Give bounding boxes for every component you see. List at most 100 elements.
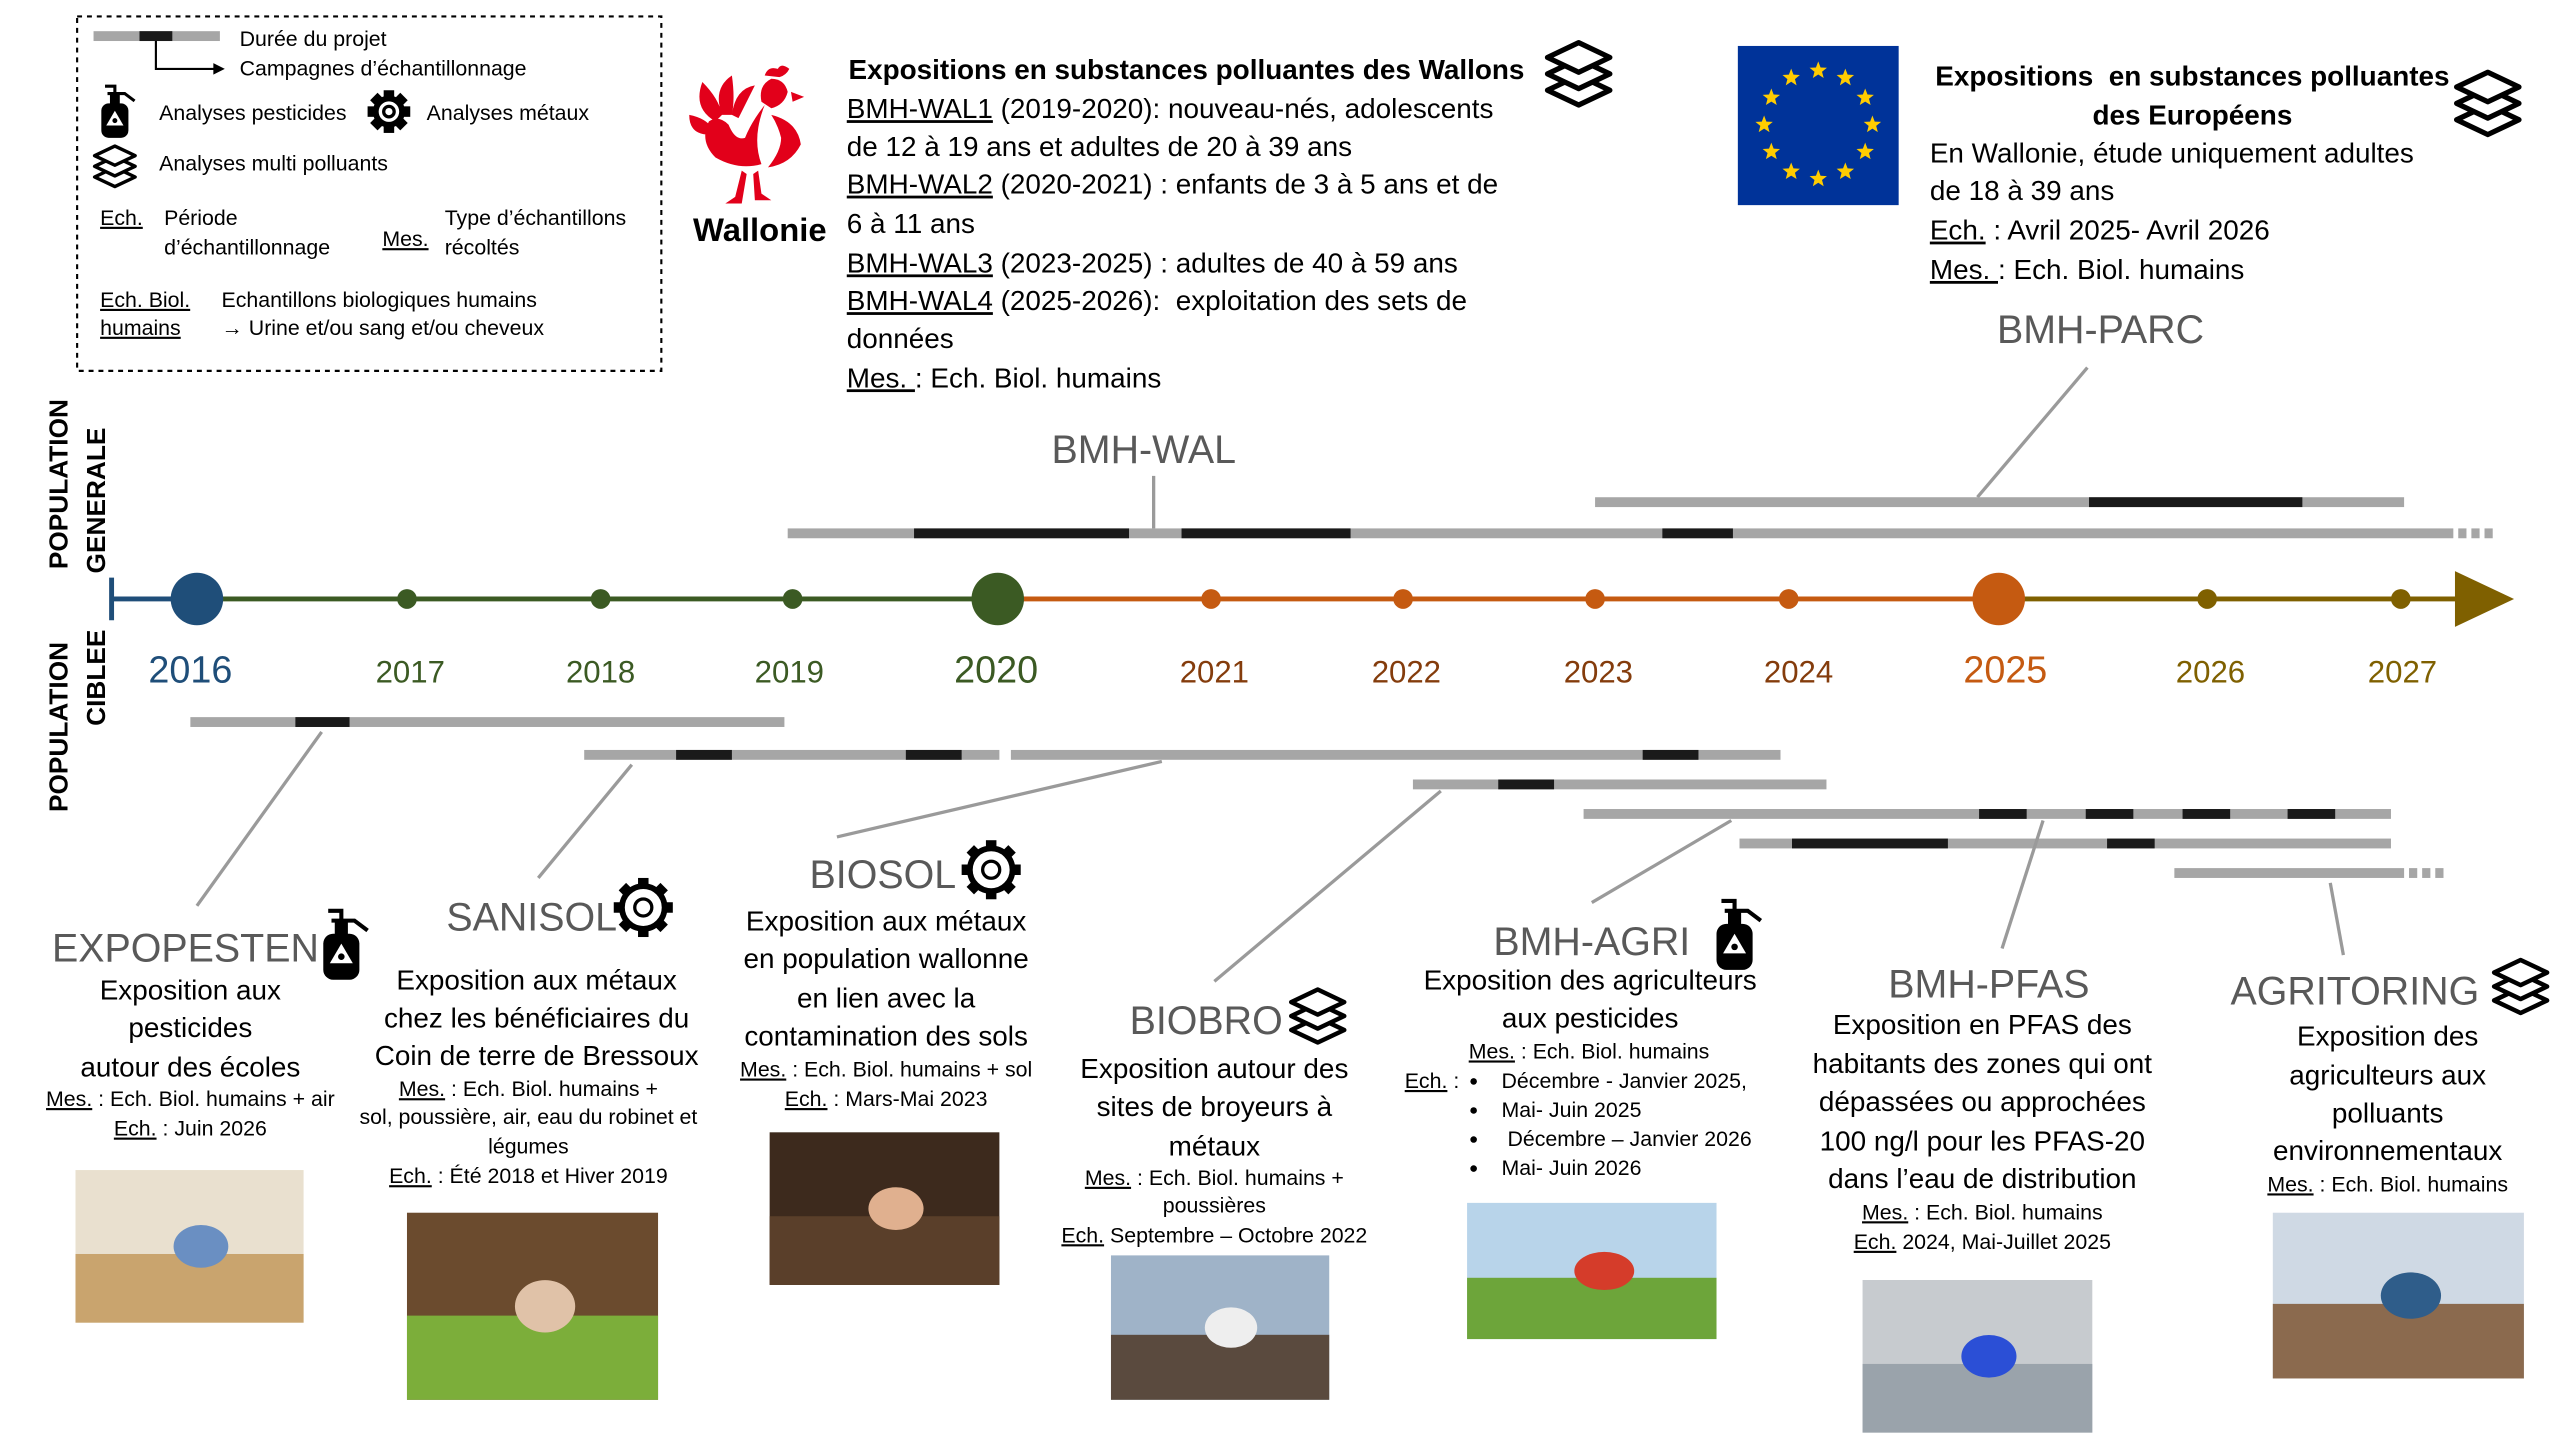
- project-duration-bar: [787, 528, 2454, 539]
- sampling-campaign-bar: [2182, 809, 2231, 819]
- study-description: Coin de terre de Bressoux: [375, 1040, 699, 1071]
- photo-soil: [769, 1132, 1000, 1285]
- label: Analyses métaux: [427, 101, 590, 125]
- sprayer-label: [329, 943, 353, 964]
- study-description: dépassées ou approchées: [1819, 1086, 2146, 1117]
- program-label: BMH-WAL: [1052, 428, 1236, 472]
- study-detail: Mes. : Ech. Biol. humains + sol: [740, 1058, 1032, 1082]
- photo-field: [1467, 1202, 1717, 1340]
- study-name: BMH-PFAS: [1888, 963, 2089, 1007]
- year-label: 2021: [1180, 655, 1249, 690]
- legend-arrow: [154, 41, 217, 70]
- study-detail: Décembre – Janvier 2026: [1502, 1127, 1752, 1151]
- year-label: 2026: [2176, 655, 2245, 690]
- pesticide-icon: [323, 908, 369, 980]
- label: récoltés: [445, 235, 520, 259]
- connector-line: [1590, 819, 1733, 904]
- underlined-text: Ech.: [1405, 1069, 1448, 1093]
- photo-subject: [1204, 1307, 1258, 1348]
- text: : Avril 2025- Avril 2026: [1986, 215, 2270, 246]
- study-detail: Ech. : Mars-Mai 2023: [785, 1087, 988, 1111]
- connector-line: [2000, 820, 2045, 950]
- photo-subject: [1574, 1251, 1635, 1291]
- underlined-text: Mes.: [740, 1058, 786, 1082]
- sampling-campaign-bar: [2287, 809, 2336, 819]
- rooster-body: [705, 105, 765, 167]
- text: : Ech. Biol. humains +: [445, 1077, 658, 1101]
- text: données: [847, 323, 954, 354]
- rooster-head: [760, 78, 788, 109]
- study-description: agriculteurs aux: [2289, 1060, 2486, 1091]
- underlined-text: Mes.: [399, 1077, 445, 1101]
- study-description: Exposition aux: [100, 974, 281, 1005]
- sprayer-handle: [105, 84, 136, 103]
- legend-box: [76, 15, 663, 372]
- continuation-dash: [2484, 528, 2493, 539]
- underlined-text: Mes.: [1930, 254, 1998, 285]
- underlined-text: Mes.: [1085, 1166, 1131, 1190]
- study-name: BMH-AGRI: [1493, 920, 1690, 964]
- rooster-tail: [689, 75, 755, 135]
- eu-star: [1836, 68, 1855, 86]
- study-description: métaux: [1169, 1130, 1260, 1161]
- eu-star: [1762, 88, 1781, 106]
- label: Type d’échantillons: [445, 206, 626, 230]
- label: Durée du projet: [240, 27, 387, 51]
- study-name: AGRITORING: [2231, 969, 2480, 1013]
- text-line: BMH-WAL3 (2023-2025) : adultes de 40 à 5…: [847, 247, 1458, 278]
- gear-ring: [372, 95, 405, 128]
- sampling-campaign-bar: [1792, 838, 1948, 849]
- block-title: des Européens: [2092, 100, 2292, 131]
- text-line: En Wallonie, étude uniquement adultes: [1930, 137, 2414, 168]
- underlined-text: Mes.: [847, 362, 915, 393]
- photo-garden: [406, 1212, 659, 1400]
- label: Ech. Biol.: [100, 288, 190, 312]
- multi-pollutant-icon: [92, 144, 137, 189]
- text-line: Mes. : Ech. Biol. humains: [1930, 254, 2245, 285]
- photo-subject: [868, 1187, 924, 1230]
- label: Analyses pesticides: [159, 101, 346, 125]
- study-name: SANISOL: [446, 895, 617, 939]
- connector-line: [536, 763, 634, 879]
- eu-star: [1863, 115, 1882, 133]
- sampling-campaign-bar: [1979, 809, 2027, 819]
- underlined-text: Ech.: [785, 1087, 828, 1111]
- block-title: Expositions en substances polluantes des…: [849, 54, 1525, 85]
- gear-hub: [382, 104, 396, 119]
- sprayer-drop: [112, 118, 118, 124]
- year-dot: [1201, 589, 1221, 609]
- study-description: contamination des sols: [744, 1020, 1028, 1051]
- sprayer-handle: [328, 908, 369, 933]
- underlined-text: Mes.: [2267, 1172, 2313, 1196]
- milestone-dot: [971, 572, 1024, 626]
- sampling-campaign-bar: [1662, 528, 1733, 539]
- text: : Ech. Biol. humains: [915, 362, 1161, 393]
- icon-layer: [1289, 987, 1347, 1017]
- study-name: BIOBRO: [1130, 999, 1283, 1043]
- study-detail: Mai- Juin 2026: [1502, 1156, 1642, 1180]
- icon-layer: [2453, 69, 2522, 105]
- metal-icon: [961, 840, 1021, 900]
- sampling-campaign-bar: [2089, 497, 2303, 508]
- year-dot: [397, 589, 417, 609]
- study-detail: Ech. :: [1405, 1069, 1460, 1093]
- underlined-text: Mes.: [46, 1087, 92, 1111]
- connector-line: [836, 759, 1163, 839]
- text: : Été 2018 et Hiver 2019: [432, 1163, 668, 1188]
- text-line: de 18 à 39 ans: [1930, 175, 2114, 206]
- underlined-text: BMH-WAL1: [847, 93, 993, 124]
- text: : Juin 2026: [157, 1117, 267, 1141]
- eu-star: [1836, 162, 1855, 180]
- study-description: Exposition des agriculteurs: [1424, 965, 1757, 996]
- bullet: [1470, 1136, 1477, 1143]
- underlined-text: Ech.: [1061, 1223, 1104, 1247]
- text-line: données: [847, 323, 954, 354]
- gear-ring: [966, 845, 1016, 894]
- study-description: Exposition des: [2297, 1020, 2478, 1051]
- project-duration-bar: [1010, 749, 1781, 760]
- text: de 18 à 39 ans: [1930, 175, 2114, 206]
- year-label: 2023: [1564, 655, 1633, 690]
- multi-pollutant-icon: [1544, 40, 1613, 108]
- axis-label: POPULATION: [43, 399, 73, 569]
